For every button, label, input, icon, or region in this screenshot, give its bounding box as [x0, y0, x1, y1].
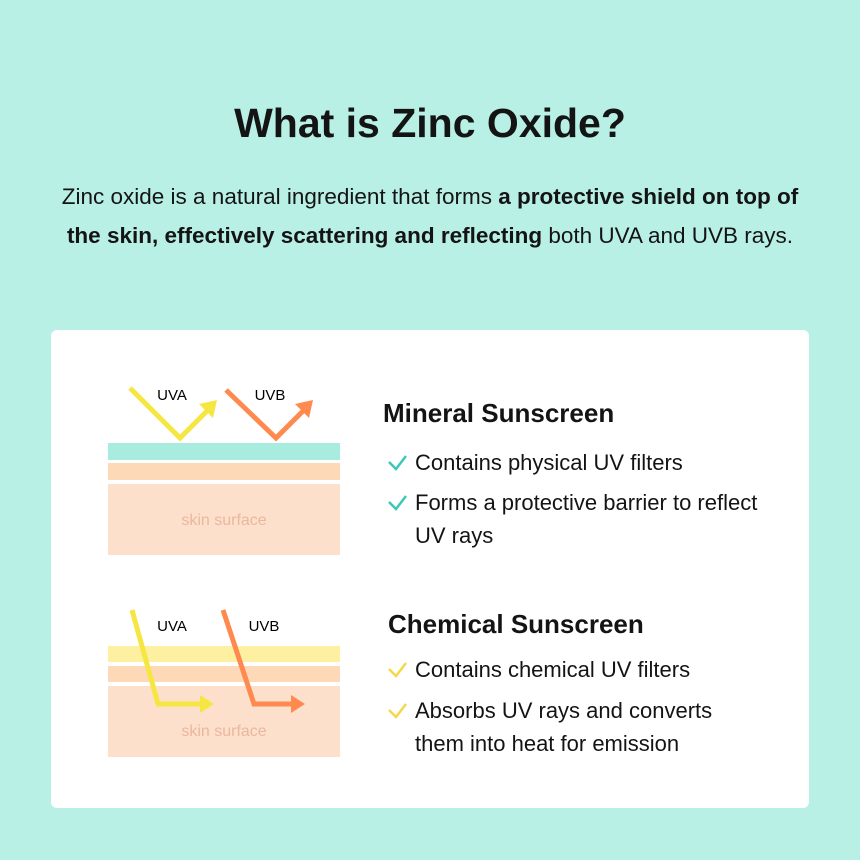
arrowhead	[295, 400, 313, 418]
uvb-label: UVB	[249, 618, 280, 635]
panel-heading: Chemical Sunscreen	[388, 609, 644, 639]
arrowhead	[199, 400, 217, 418]
skin-block	[108, 484, 340, 555]
intro-text: Zinc oxide is a natural ingredient that …	[61, 184, 499, 209]
check	[388, 455, 407, 471]
check	[388, 662, 407, 678]
uvb-arrow	[224, 388, 308, 442]
check	[388, 495, 407, 511]
point: Contains chemical UV filters	[415, 657, 691, 682]
skin-layer	[108, 666, 340, 682]
uva-arrow	[129, 609, 203, 707]
point: Forms a protective barrier to reflect UV…	[415, 490, 758, 548]
skin-layer	[108, 463, 340, 480]
uvb-label: UVB	[255, 387, 286, 404]
point: Absorbs UV rays and converts them into h…	[415, 698, 713, 756]
filter-layer	[108, 646, 340, 662]
uva-label: UVA	[157, 618, 187, 635]
skin-block	[108, 686, 340, 757]
point: Contains physical UV filters	[415, 450, 683, 475]
title: What is Zinc Oxide?	[234, 100, 626, 146]
skin-label: skin surface	[181, 512, 266, 529]
intro: Zinc oxide is a natural ingredient that …	[55, 178, 805, 255]
zinc-layer	[108, 443, 340, 460]
arrowhead	[200, 695, 214, 713]
uva-label: UVA	[157, 387, 187, 404]
intro-bold: a protective shield on top of the skin, …	[66, 184, 799, 248]
uvb-arrow	[220, 609, 293, 707]
arrowhead	[291, 695, 305, 713]
uva-arrow	[128, 386, 212, 442]
panel-heading: Mineral Sunscreen	[383, 398, 615, 428]
check	[388, 703, 407, 719]
skin-label: skin surface	[181, 723, 266, 740]
intro-text: both UVA and UVB rays.	[542, 222, 794, 248]
